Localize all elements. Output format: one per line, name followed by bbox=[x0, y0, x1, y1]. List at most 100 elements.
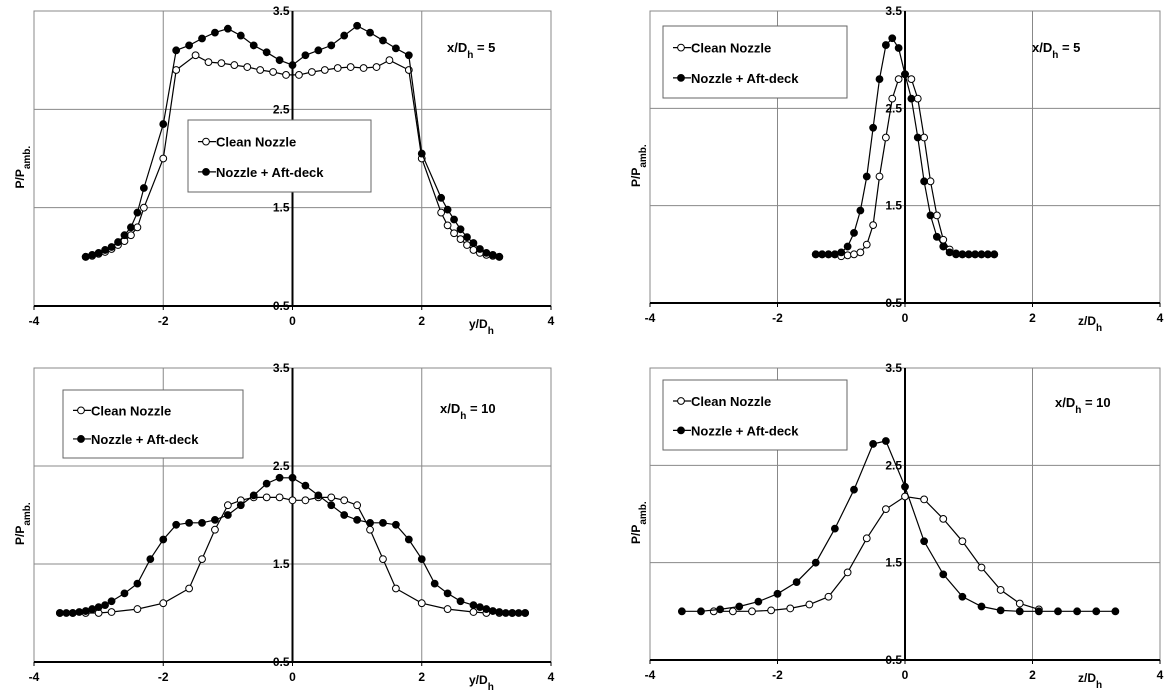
series-clean-nozzle bbox=[709, 492, 1043, 616]
data-point bbox=[353, 516, 362, 524]
data-point bbox=[223, 511, 232, 519]
data-point bbox=[443, 605, 452, 613]
data-point bbox=[1034, 607, 1043, 616]
data-point bbox=[1073, 607, 1082, 616]
data-point bbox=[913, 133, 922, 142]
y-tick-label: 2.5 bbox=[885, 101, 902, 115]
data-point bbox=[1015, 599, 1024, 608]
data-point bbox=[469, 239, 478, 247]
label-text: x/D bbox=[440, 401, 460, 416]
series-line bbox=[85, 54, 500, 258]
data-point bbox=[198, 518, 206, 527]
label-text: y/D bbox=[469, 673, 488, 687]
data-point bbox=[366, 28, 374, 37]
data-point bbox=[862, 534, 871, 543]
x-tick-label: -4 bbox=[645, 311, 656, 325]
data-point bbox=[728, 607, 737, 616]
x-tick-label: -2 bbox=[772, 668, 783, 682]
data-point bbox=[850, 229, 858, 237]
data-point bbox=[211, 516, 219, 524]
data-point bbox=[990, 250, 999, 259]
label-text: x/D bbox=[1032, 40, 1052, 55]
data-point bbox=[94, 249, 103, 257]
subscript: h bbox=[488, 326, 494, 337]
data-point bbox=[805, 600, 814, 609]
data-point bbox=[269, 68, 278, 76]
data-point bbox=[146, 555, 155, 563]
data-point bbox=[172, 46, 181, 55]
data-point bbox=[1111, 607, 1120, 616]
data-point bbox=[869, 123, 878, 132]
data-point bbox=[366, 525, 374, 534]
data-point bbox=[353, 21, 362, 30]
y-tick-label: 3.5 bbox=[273, 4, 290, 18]
data-point bbox=[888, 94, 897, 103]
y-axis-title: P/Pamb. bbox=[629, 501, 649, 544]
y-tick-label: 1.5 bbox=[273, 557, 290, 571]
legend-marker bbox=[677, 397, 685, 405]
subscript: h bbox=[460, 411, 466, 422]
data-point bbox=[204, 58, 213, 67]
data-point bbox=[314, 46, 323, 55]
subscript: h bbox=[1075, 405, 1081, 416]
data-point bbox=[901, 70, 909, 79]
data-point bbox=[75, 608, 84, 616]
data-point bbox=[875, 75, 884, 84]
legend-box bbox=[662, 379, 848, 451]
data-point bbox=[88, 250, 97, 259]
label-text: z/D bbox=[1078, 314, 1096, 328]
label-text: P/P bbox=[629, 525, 643, 544]
x-tick-label: -2 bbox=[772, 311, 783, 325]
data-point bbox=[469, 608, 478, 616]
data-point bbox=[249, 41, 258, 50]
data-point bbox=[275, 56, 284, 65]
data-point bbox=[894, 44, 903, 52]
panel-annotation: x/Dh = 5 bbox=[1032, 40, 1080, 61]
data-point bbox=[185, 518, 194, 527]
data-point bbox=[932, 211, 941, 220]
data-point bbox=[404, 535, 413, 544]
label-text: x/D bbox=[447, 40, 467, 55]
series-nozzle-aft-deck bbox=[81, 21, 504, 261]
legend-marker bbox=[202, 137, 210, 146]
series-line bbox=[713, 495, 1040, 612]
data-point bbox=[262, 479, 271, 488]
y-tick-label: 3.5 bbox=[885, 361, 902, 375]
y-tick-label: 1.5 bbox=[885, 556, 902, 570]
data-point bbox=[243, 63, 252, 71]
data-point bbox=[443, 221, 452, 230]
data-point bbox=[288, 496, 297, 505]
data-point bbox=[333, 64, 342, 72]
y-tick-label: 0.5 bbox=[273, 655, 290, 669]
data-point bbox=[437, 193, 446, 202]
data-point bbox=[327, 41, 336, 50]
data-point bbox=[359, 64, 368, 72]
legend: Clean Nozzle Nozzle + Aft-deck bbox=[62, 389, 244, 459]
panel-annotation: x/Dh = 5 bbox=[447, 40, 495, 61]
data-point bbox=[862, 240, 871, 249]
chart-panel-3: -4 -2 0 2 40.51.52.53.5y/DhP/Pamb.x/Dh = 10C… bbox=[13, 361, 555, 693]
data-point bbox=[346, 63, 355, 71]
y-tick-label: 0.5 bbox=[885, 653, 902, 667]
label-text: P/P bbox=[13, 169, 27, 188]
label-text: = 10 bbox=[466, 401, 495, 416]
data-point bbox=[843, 242, 852, 251]
x-tick-label: -4 bbox=[645, 668, 656, 682]
subscript: amb. bbox=[638, 501, 649, 525]
data-point bbox=[463, 233, 471, 242]
data-point bbox=[236, 31, 245, 40]
y-tick-label: 1.5 bbox=[273, 201, 290, 215]
data-point bbox=[932, 232, 941, 241]
data-point bbox=[120, 589, 129, 598]
data-point bbox=[139, 203, 148, 212]
data-point bbox=[521, 609, 530, 617]
legend-label: Nozzle + Aft-deck bbox=[91, 432, 199, 447]
legend-label: Clean Nozzle bbox=[691, 41, 771, 56]
data-point bbox=[404, 51, 413, 60]
label-text: P/P bbox=[629, 168, 643, 187]
data-point bbox=[811, 250, 820, 259]
data-point bbox=[288, 473, 297, 482]
data-point bbox=[139, 184, 148, 192]
legend-marker bbox=[77, 435, 85, 443]
data-point bbox=[830, 524, 839, 533]
